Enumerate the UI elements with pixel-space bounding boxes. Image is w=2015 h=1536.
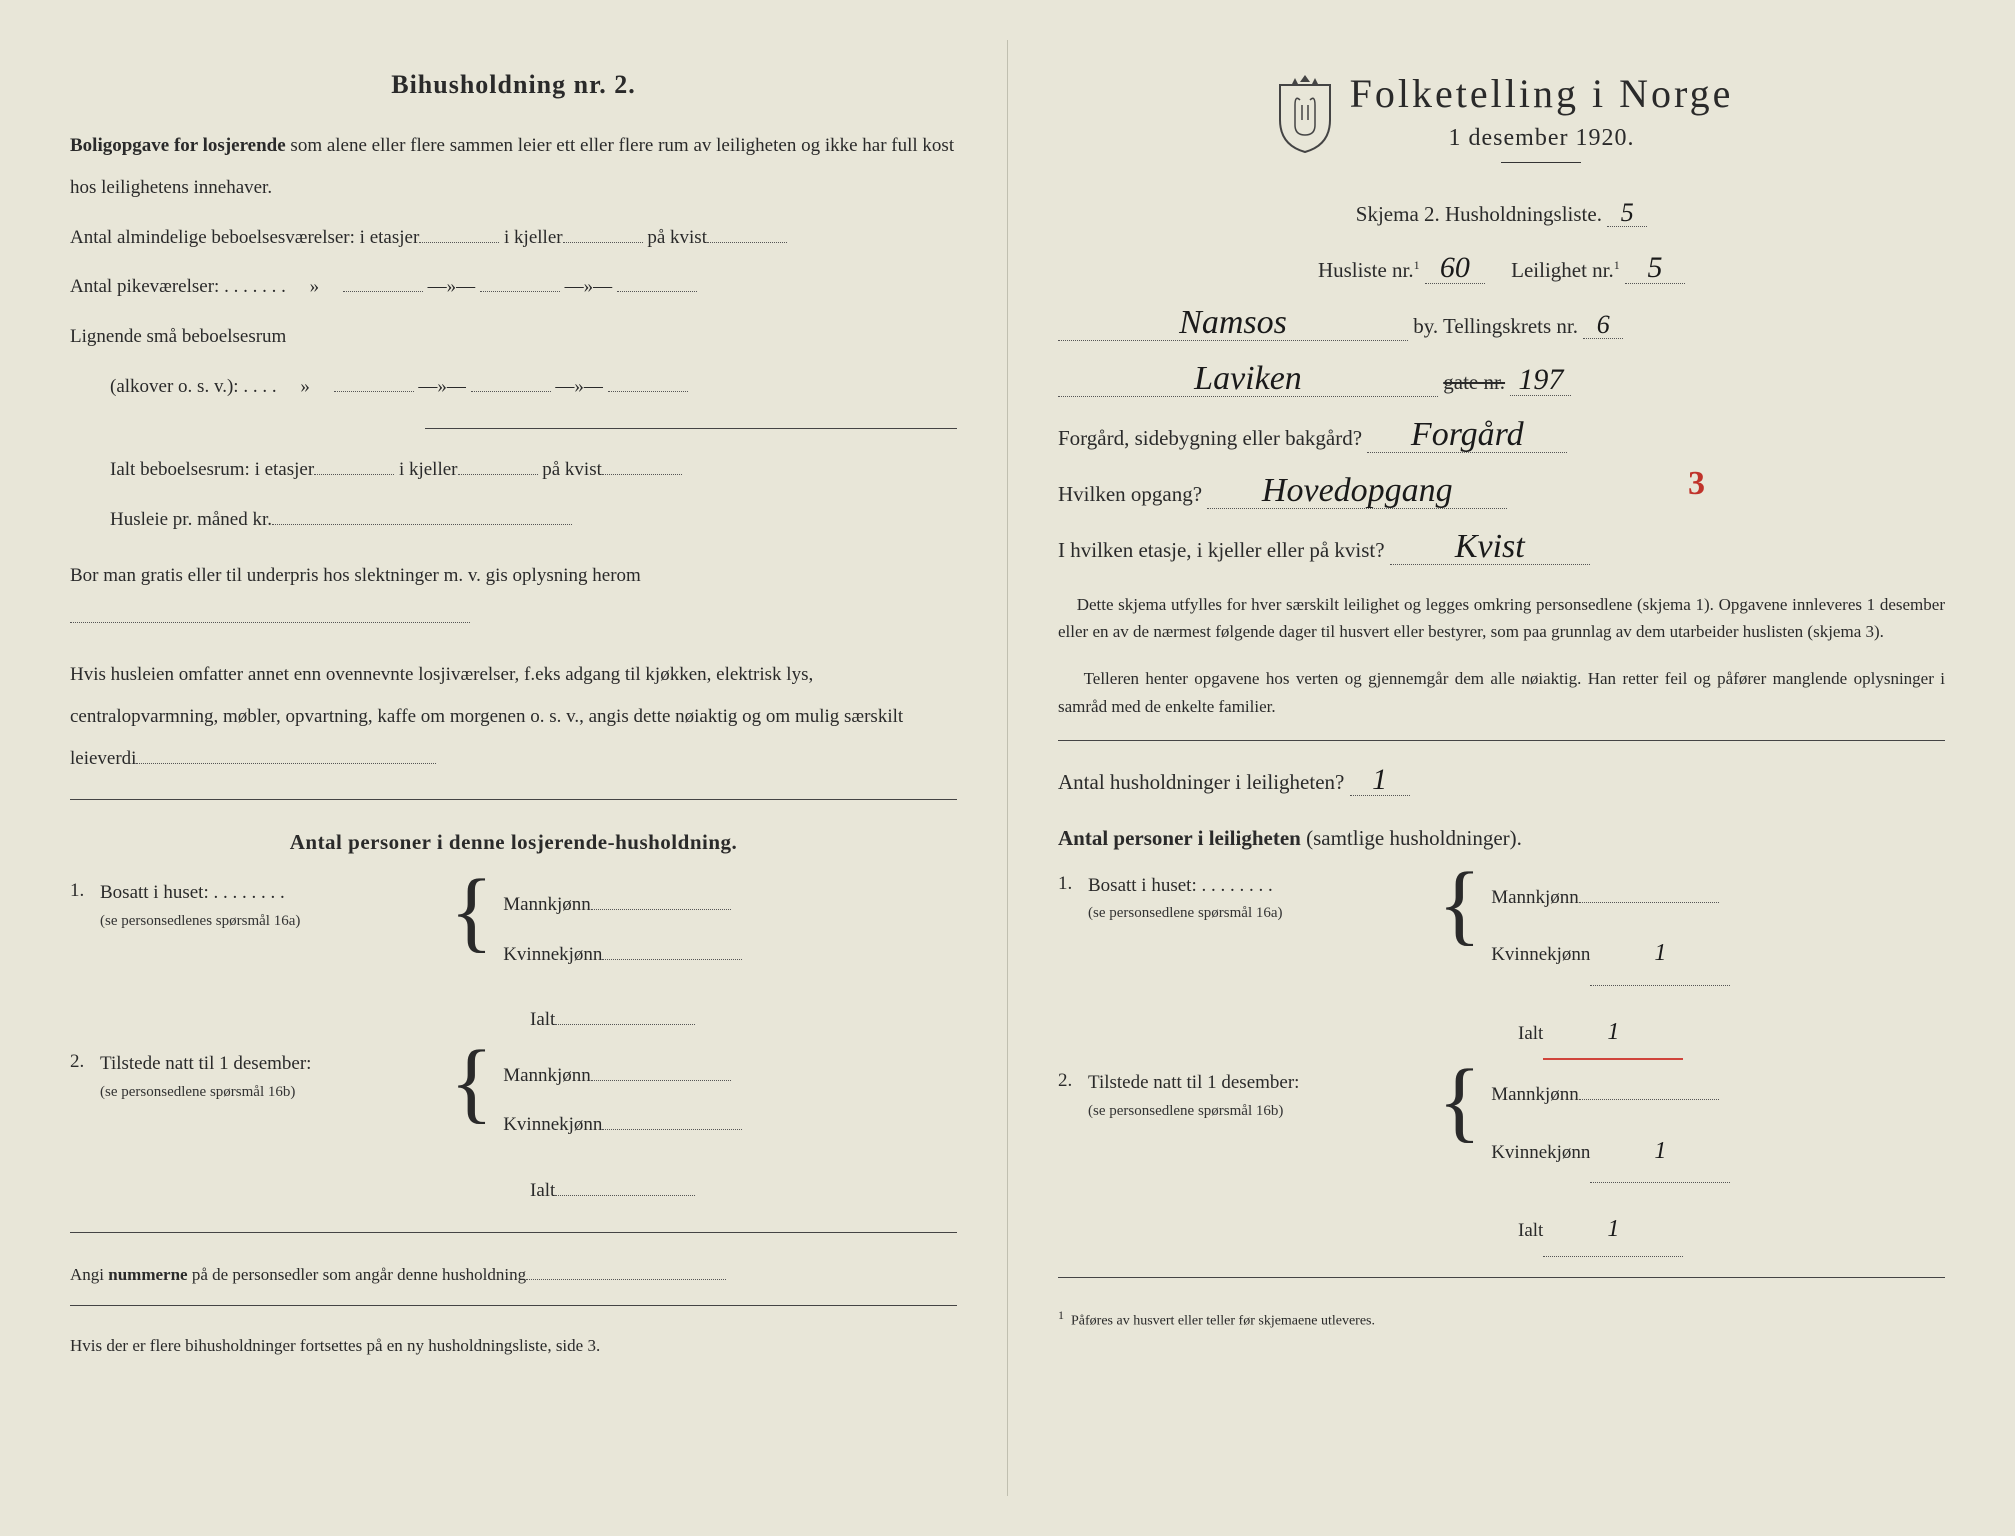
line-pikevaerelser: Antal pikeværelser: . . . . . . . » —»— … (70, 266, 957, 308)
city-line: Namsos by. Tellingskrets nr. 6 (1058, 305, 1945, 347)
line-gratis: Bor man gratis eller til underpris hos s… (70, 555, 957, 639)
ialt-1-left: Ialt (530, 999, 957, 1041)
q1-row-right: 1. Bosatt i huset: . . . . . . . . (se p… (1058, 873, 1945, 986)
ialt-2-right: Ialt1 (1518, 1203, 1945, 1257)
ialt-2-left: Ialt (530, 1170, 957, 1212)
etasje-line: I hvilken etasje, i kjeller eller på kvi… (1058, 529, 1945, 571)
title-rule (1501, 162, 1581, 163)
title-text: Folketelling i Norge 1 desember 1920. (1350, 70, 1734, 173)
brace-icon: { (1438, 1070, 1481, 1133)
q2-label-block: Tilstede natt til 1 desember: (se person… (100, 1051, 440, 1104)
antal-hush-line: Antal husholdninger i leiligheten? 1 (1058, 761, 1945, 803)
intro-paragraph: Boligopgave for losjerende som alene ell… (70, 125, 957, 209)
husliste-line: Husliste nr.1 60 Leilighet nr.1 5 (1058, 249, 1945, 291)
ialt-2-val: 1 (1543, 1203, 1683, 1257)
opgang-line: Hvilken opgang? Hovedopgang (1058, 473, 1945, 515)
antal-pers-heading: Antal personer i leiligheten (samtlige h… (1058, 817, 1945, 859)
divider-2 (70, 799, 957, 800)
intro-bold: Boligopgave for losjerende (70, 135, 286, 156)
coat-of-arms-icon (1270, 70, 1340, 155)
footer-1: Angi nummerne på de personsedler som ang… (70, 1263, 957, 1285)
title-block: Folketelling i Norge 1 desember 1920. (1058, 70, 1945, 173)
forgard-answer: Forgård (1367, 418, 1567, 453)
instructions-1: Dette skjema utfylles for hver særskilt … (1058, 591, 1945, 645)
q1-num: 1. (70, 880, 100, 902)
ialt-1-val: 1 (1543, 1006, 1683, 1061)
kvinne-2-val: 1 (1590, 1120, 1730, 1183)
gender-block-1: Mannkjønn Kvinnekjønn (503, 880, 742, 979)
divider-r1 (1058, 740, 1945, 741)
opgang-answer: Hovedopgang (1207, 474, 1507, 509)
divider-1 (425, 428, 957, 429)
kvinne-1-val: 1 (1590, 922, 1730, 985)
footer-2: Hvis der er flere bihusholdninger fortse… (70, 1336, 957, 1356)
divider-r2 (1058, 1277, 1945, 1278)
q2-row-right: 2. Tilstede natt til 1 desember: (se per… (1058, 1070, 1945, 1183)
instructions-2: Telleren henter opgavene hos verten og g… (1058, 665, 1945, 719)
krets-nr: 6 (1583, 312, 1623, 339)
antal-hush-answer: 1 (1350, 765, 1410, 796)
q1-label-block: Bosatt i huset: . . . . . . . . (se pers… (100, 880, 440, 933)
skjema-line: Skjema 2. Husholdningsliste. 5 (1058, 193, 1945, 235)
left-page: Bihusholdning nr. 2. Boligopgave for los… (20, 40, 1008, 1496)
line-alkover-1: Lignende små beboelsesrum (70, 316, 957, 358)
line-alkover-2: (alkover o. s. v.): . . . . » —»— —»— (110, 366, 957, 408)
main-title: Folketelling i Norge (1350, 70, 1734, 117)
divider-4 (70, 1305, 957, 1306)
husliste-nr: 60 (1425, 253, 1485, 284)
brace-icon: { (1438, 873, 1481, 936)
line-husleie: Husleie pr. måned kr. (110, 499, 957, 541)
left-heading: Bihusholdning nr. 2. (70, 70, 957, 100)
brace-icon: { (450, 880, 493, 943)
gender-block-2: Mannkjønn Kvinnekjønn (503, 1051, 742, 1150)
q1-row-left: 1. Bosatt i huset: . . . . . . . . (se p… (70, 880, 957, 979)
etasje-answer: Kvist (1390, 530, 1590, 565)
ialt-1-right: Ialt1 (1518, 1006, 1945, 1061)
street-name: Laviken (1058, 362, 1438, 397)
street-line: Laviken gate nr. 197 (1058, 361, 1945, 403)
divider-3 (70, 1232, 957, 1233)
brace-icon: { (450, 1051, 493, 1114)
red-annotation: 3 (1688, 465, 1705, 503)
field-kvist (707, 224, 787, 243)
q2-num: 2. (70, 1051, 100, 1073)
leilighet-nr: 5 (1625, 253, 1685, 284)
field-kjeller (563, 224, 643, 243)
gate-nr: 197 (1510, 365, 1571, 396)
forgard-line: Forgård, sidebygning eller bakgård? Forg… (1058, 417, 1945, 459)
mann-2-val (1579, 1099, 1719, 1100)
gate-label-struck: gate nr. (1443, 370, 1505, 394)
right-page: 3 Folketelling i Norge 1 desember 1920. … (1008, 40, 1995, 1496)
subtitle: 1 desember 1920. (1350, 125, 1734, 152)
line-ialt-rooms: Ialt beboelsesrum: i etasjer i kjeller p… (110, 449, 957, 491)
field-etasjer (419, 224, 499, 243)
section-title-left: Antal personer i denne losjerende-hushol… (70, 830, 957, 855)
q2-row-left: 2. Tilstede natt til 1 desember: (se per… (70, 1051, 957, 1150)
city-name: Namsos (1058, 306, 1408, 341)
husholdning-nr: 5 (1607, 200, 1647, 227)
line-annet: Hvis husleien omfatter annet enn ovennev… (70, 654, 957, 779)
footnote: 1 Påføres av husvert eller teller før sk… (1058, 1308, 1945, 1330)
line-rooms: Antal almindelige beboelsesværelser: i e… (70, 217, 957, 259)
mann-1-val (1579, 902, 1719, 903)
